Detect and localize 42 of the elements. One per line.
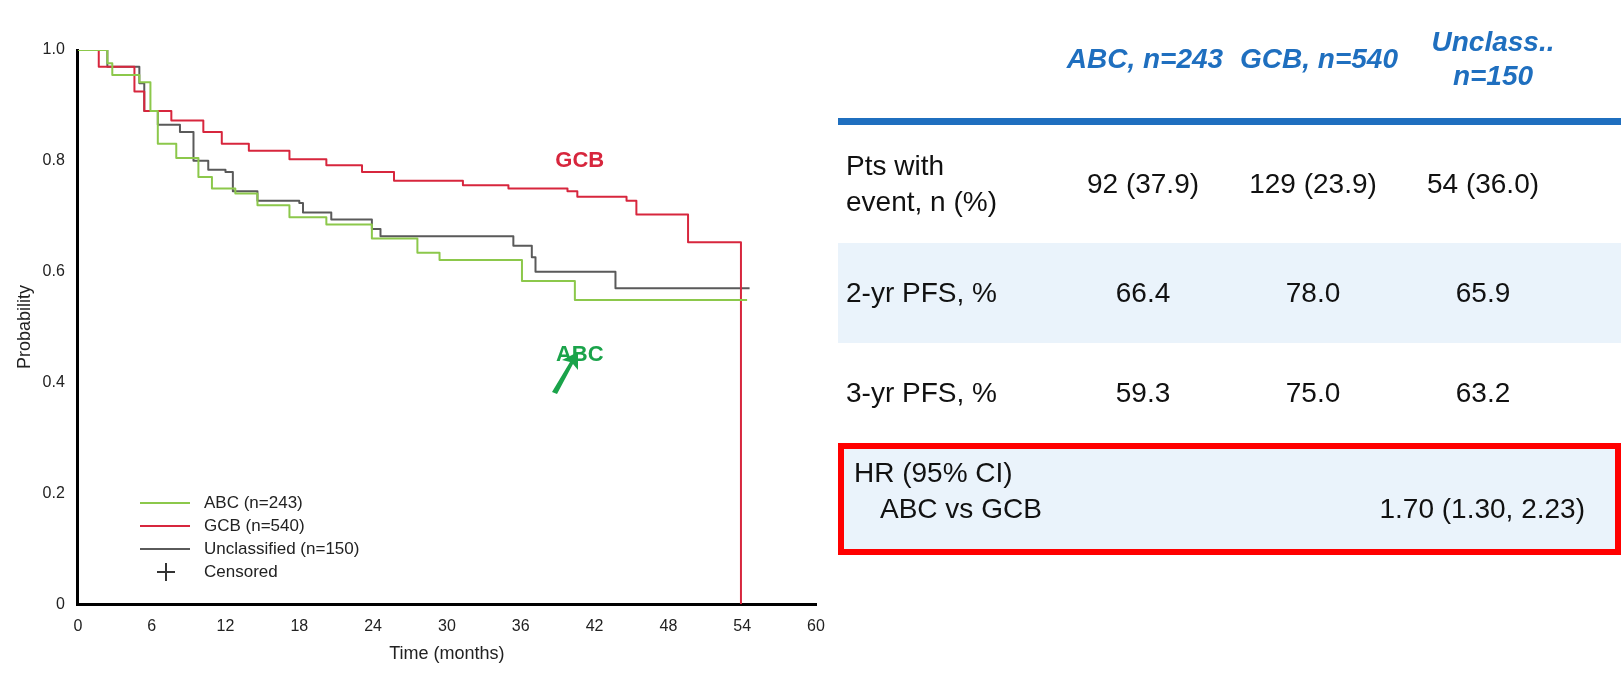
annotation: Censored: [204, 561, 278, 583]
text: 59.3: [1115, 377, 1171, 408]
text: 54 (36.0): [1426, 168, 1540, 199]
category-label: Pts with event, n (%): [846, 150, 997, 217]
category-label: ABC, n=243: [1065, 42, 1225, 76]
x-axis-title: Time (months): [389, 643, 505, 664]
y-tick-label: 0.6: [42, 262, 65, 280]
text: 63.2: [1455, 377, 1511, 408]
y-tick-label: 0.8: [42, 151, 65, 169]
text: 1.70 (1.30, 2.23): [1379, 492, 1586, 526]
y-tick-label: 1.0: [42, 40, 65, 58]
text: 78.0: [1285, 277, 1341, 308]
annotation: GCB: [555, 146, 605, 172]
legend-label: GCB (n=540): [204, 515, 305, 537]
category-label: 2-yr PFS, %: [846, 277, 997, 308]
x-tick-label: 18: [290, 617, 309, 635]
x-tick-label: 24: [364, 617, 383, 635]
text: 75.0: [1285, 377, 1341, 408]
x-tick-label: 6: [147, 617, 157, 635]
y-axis-title: Probability: [13, 285, 34, 370]
text: 129 (23.9): [1249, 168, 1377, 199]
legend-label: Unclassified (n=150): [204, 538, 360, 560]
x-tick-label: 60: [807, 617, 825, 635]
text: 92 (37.9): [1086, 168, 1200, 199]
x-tick-label: 48: [659, 617, 678, 635]
x-tick-label: 0: [73, 617, 83, 635]
x-tick-label: 12: [216, 617, 235, 635]
x-tick-label: 54: [733, 617, 752, 635]
y-tick-label: 0: [55, 594, 65, 612]
y-tick-label: 0.2: [42, 483, 65, 501]
x-tick-label: 30: [438, 617, 456, 635]
x-tick-label: 42: [585, 617, 604, 635]
text: 66.4: [1115, 277, 1171, 308]
y-tick-label: 0.4: [42, 372, 65, 390]
category-label: HR (95% CI): [854, 457, 1013, 488]
category-label: 3-yr PFS, %: [846, 377, 997, 408]
x-tick-label: 36: [511, 617, 530, 635]
text: 65.9: [1455, 277, 1511, 308]
category-label: GCB, n=540: [1239, 42, 1399, 76]
legend-label: ABC (n=243): [204, 492, 303, 514]
category-label: Unclass.. n=150: [1430, 25, 1556, 93]
text: ABC vs GCB: [879, 492, 1042, 526]
